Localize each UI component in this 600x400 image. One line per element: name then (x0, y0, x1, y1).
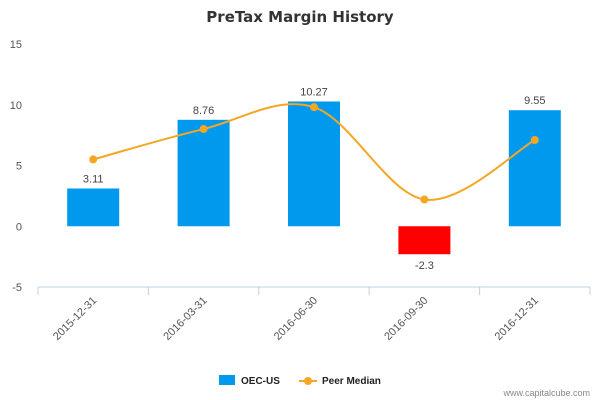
y-tick-label: -5 (12, 282, 22, 294)
legend-item-peer-median[interactable]: Peer Median (299, 376, 381, 387)
y-tick-label: 5 (16, 161, 22, 173)
bar-2016-12-31[interactable] (508, 110, 561, 227)
peer-median-point-2016-06-30[interactable] (310, 103, 318, 112)
legend-marker-peer-median (304, 377, 312, 385)
bar-2016-06-30[interactable] (288, 101, 340, 227)
data-label-2016-09-30: -2.3 (415, 260, 434, 272)
y-tick-label: 0 (16, 221, 22, 233)
bar-2016-09-30[interactable] (398, 226, 451, 255)
data-label-2016-03-31: 8.76 (193, 105, 214, 117)
y-tick-label: 15 (10, 39, 22, 51)
credit-text: www.capitalcube.com (502, 388, 590, 398)
bar-2015-12-31[interactable] (67, 188, 120, 227)
data-labels: 3.11 8.76 10.27 -2.3 9.55 (83, 86, 546, 272)
peer-median-point-2016-12-31[interactable] (530, 135, 539, 144)
legend: OEC-US Peer Median (219, 375, 381, 387)
legend-item-oec-us[interactable]: OEC-US (219, 375, 280, 387)
chart-title: PreTax Margin History (206, 8, 394, 26)
peer-median-point-2016-03-31[interactable] (199, 125, 208, 134)
y-axis: -5 0 5 10 15 (10, 39, 22, 294)
peer-median-line (92, 103, 536, 201)
legend-label-peer-median: Peer Median (322, 376, 381, 387)
legend-label-oec-us: OEC-US (241, 376, 280, 387)
x-tick-label: 2015-12-31 (51, 295, 99, 343)
data-label-2015-12-31: 3.11 (83, 173, 104, 185)
legend-swatch-oec-us (219, 375, 235, 385)
y-tick-label: 10 (10, 100, 22, 112)
x-tick-label: 2016-12-31 (493, 295, 541, 343)
x-tick-label: 2016-09-30 (382, 295, 430, 343)
peer-median-series (89, 103, 539, 204)
peer-median-point-2015-12-31[interactable] (89, 155, 98, 164)
data-label-2016-06-30: 10.27 (300, 86, 328, 98)
x-tick-label: 2016-06-30 (272, 295, 320, 343)
bar-2016-03-31[interactable] (177, 119, 230, 227)
bar-series (67, 101, 561, 255)
peer-median-point-2016-09-30[interactable] (420, 195, 429, 204)
data-label-2016-12-31: 9.55 (524, 95, 545, 107)
x-axis: 2015-12-31 2016-03-31 2016-06-30 2016-09-30… (37, 286, 591, 343)
x-tick-label: 2016-03-31 (161, 295, 209, 343)
